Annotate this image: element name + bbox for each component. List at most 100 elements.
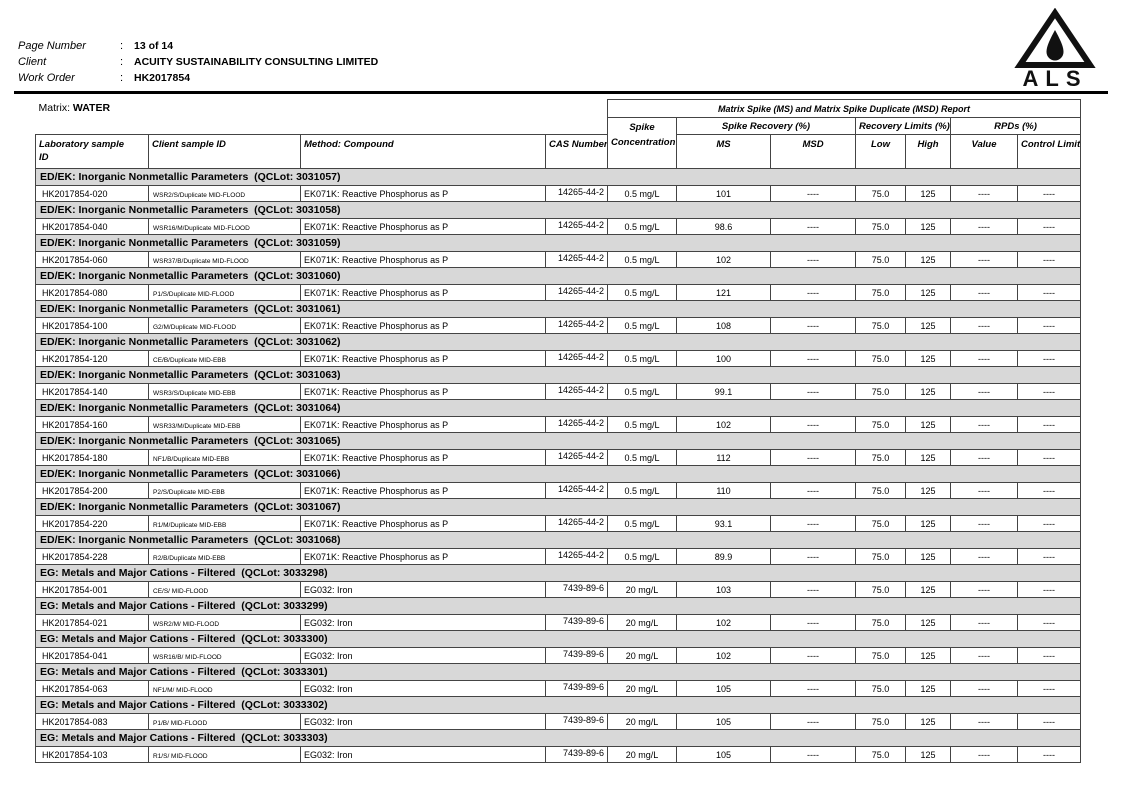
colon: : (120, 56, 124, 68)
group-header-title: EG: Metals and Major Cations - Filtered … (34, 564, 1082, 582)
msd-recovery: ---- (770, 515, 856, 532)
column-header-lab-sample-id: Laboratory sample ID (35, 134, 149, 169)
spike-concentration: 20 mg/L (607, 614, 677, 631)
group-header-title: EG: Metals and Major Cations - Filtered … (34, 597, 1082, 615)
method-compound: EG032: Iron (300, 713, 546, 730)
client-sample-id: WSR33/M/Duplicate MID-EBB (148, 416, 301, 433)
recovery-limit-high: 125 (905, 416, 951, 433)
method-compound: EK071K: Reactive Phosphorus as P (300, 251, 546, 268)
group-header-row: EG: Metals and Major Cations - Filtered … (34, 597, 1082, 615)
spike-concentration: 0.5 mg/L (607, 218, 677, 235)
spike-concentration: 0.5 mg/L (607, 449, 677, 466)
method-compound: EG032: Iron (300, 647, 546, 664)
table-row: HK2017854-180 NF1/B/Duplicate MID-EBB EK07… (35, 449, 1082, 466)
ms-recovery: 112 (676, 449, 771, 466)
cas-number: 7439-89-6 (545, 680, 608, 697)
client-sample-id: WSR16/B/ MID-FLOOD (148, 647, 301, 664)
lab-sample-id: HK2017854-040 (35, 218, 149, 235)
client-sample-id: P1/S/Duplicate MID-FLOOD (148, 284, 301, 301)
msd-recovery: ---- (770, 482, 856, 499)
method-compound: EG032: Iron (300, 614, 546, 631)
msd-recovery: ---- (770, 647, 856, 664)
cas-number: 14265-44-2 (545, 284, 608, 301)
als-logo-icon: ALS (1014, 7, 1096, 91)
lab-sample-id: HK2017854-041 (35, 647, 149, 664)
spike-concentration: 20 mg/L (607, 680, 677, 697)
table-row: HK2017854-060 WSR37/B/Duplicate MID-FLOOD… (35, 251, 1082, 268)
msd-recovery: ---- (770, 614, 856, 631)
msd-recovery: ---- (770, 746, 856, 763)
ms-recovery: 110 (676, 482, 771, 499)
ms-recovery: 98.6 (676, 218, 771, 235)
group-header-title: EG: Metals and Major Cations - Filtered … (34, 630, 1082, 648)
rpd-value: ---- (950, 383, 1018, 400)
table-row: HK2017854-021 WSR2/M/ MID-FLOOD EG032: Iro… (35, 614, 1082, 631)
recovery-limit-low: 75.0 (855, 680, 906, 697)
spike-concentration: 0.5 mg/L (607, 383, 677, 400)
ms-recovery: 103 (676, 581, 771, 598)
rpd-control-limit: ---- (1016, 185, 1082, 202)
group-header-title: EG: Metals and Major Cations - Filtered … (34, 729, 1082, 747)
spike-concentration: 0.5 mg/L (607, 416, 677, 433)
client-sample-id: NF1/B/Duplicate MID-EBB (148, 449, 301, 466)
rpd-value: ---- (950, 713, 1018, 730)
recovery-limit-low: 75.0 (855, 581, 906, 598)
column-header-method-compound: Method: Compound (300, 134, 546, 169)
group-header-title: EG: Metals and Major Cations - Filtered … (34, 663, 1082, 681)
rpd-control-limit: ---- (1016, 614, 1082, 631)
recovery-limit-low: 75.0 (855, 482, 906, 499)
client-row: Client : ACUITY SUSTAINABILITY CONSULTIN… (18, 56, 378, 72)
ms-recovery: 89.9 (676, 548, 771, 565)
recovery-limit-low: 75.0 (855, 218, 906, 235)
table-row: HK2017854-103 R1/S/ MID-FLOOD EG032: Iron 7… (35, 746, 1082, 763)
msd-recovery: ---- (770, 350, 856, 367)
column-group-rpds: RPDs (%) (949, 117, 1082, 135)
group-header-row: ED/EK: Inorganic Nonmetallic Parameters … (34, 531, 1082, 549)
method-compound: EG032: Iron (300, 746, 546, 763)
msd-recovery: ---- (770, 383, 856, 400)
rpd-control-limit: ---- (1016, 482, 1082, 499)
method-compound: EK071K: Reactive Phosphorus as P (300, 383, 546, 400)
cas-number: 14265-44-2 (545, 416, 608, 433)
matrix-label-text: Matrix: (38, 101, 73, 114)
cas-number: 14265-44-2 (545, 548, 608, 565)
rpd-value: ---- (950, 548, 1018, 565)
rpd-value: ---- (950, 482, 1018, 499)
recovery-limit-low: 75.0 (855, 746, 906, 763)
msd-recovery: ---- (770, 284, 856, 301)
group-header-title: EG: Metals and Major Cations - Filtered … (34, 696, 1082, 714)
msd-recovery: ---- (770, 548, 856, 565)
group-header-title: ED/EK: Inorganic Nonmetallic Parameters … (34, 168, 1082, 186)
rpd-control-limit: ---- (1016, 647, 1082, 664)
rpd-value: ---- (950, 449, 1018, 466)
ms-recovery: 93.1 (676, 515, 771, 532)
rpd-value: ---- (950, 614, 1018, 631)
group-header-title: ED/EK: Inorganic Nonmetallic Parameters … (34, 432, 1082, 450)
recovery-limit-high: 125 (905, 218, 951, 235)
table-row: HK2017854-063 NF1/M/ MID-FLOOD EG032: Iron… (35, 680, 1082, 697)
spike-concentration: 0.5 mg/L (607, 284, 677, 301)
cas-number: 7439-89-6 (545, 746, 608, 763)
page-number-row: Page Number : 13 of 14 (18, 40, 378, 56)
lab-sample-id: HK2017854-103 (35, 746, 149, 763)
client-sample-id: WSR2/M/ MID-FLOOD (148, 614, 301, 631)
rpd-value: ---- (950, 218, 1018, 235)
lab-sample-id: HK2017854-021 (35, 614, 149, 631)
recovery-limit-high: 125 (905, 383, 951, 400)
rpd-value: ---- (950, 515, 1018, 532)
group-header-row: ED/EK: Inorganic Nonmetallic Parameters … (34, 399, 1082, 417)
rpd-control-limit: ---- (1016, 548, 1082, 565)
recovery-limit-high: 125 (905, 746, 951, 763)
table-row: HK2017854-140 WSR3/S/Duplicate MID-EBB EK0… (35, 383, 1082, 400)
spike-concentration: 20 mg/L (607, 713, 677, 730)
group-header-row: EG: Metals and Major Cations - Filtered … (34, 729, 1082, 747)
method-compound: EK071K: Reactive Phosphorus as P (300, 218, 546, 235)
msd-recovery: ---- (770, 185, 856, 202)
msd-recovery: ---- (770, 680, 856, 697)
cas-number: 14265-44-2 (545, 251, 608, 268)
table-row: HK2017854-200 P2/S/Duplicate MID-EBB EK071… (35, 482, 1082, 499)
group-header-title: ED/EK: Inorganic Nonmetallic Parameters … (34, 300, 1082, 318)
rpd-control-limit: ---- (1016, 350, 1082, 367)
rpd-control-limit: ---- (1016, 251, 1082, 268)
spike-concentration: 0.5 mg/L (607, 251, 677, 268)
